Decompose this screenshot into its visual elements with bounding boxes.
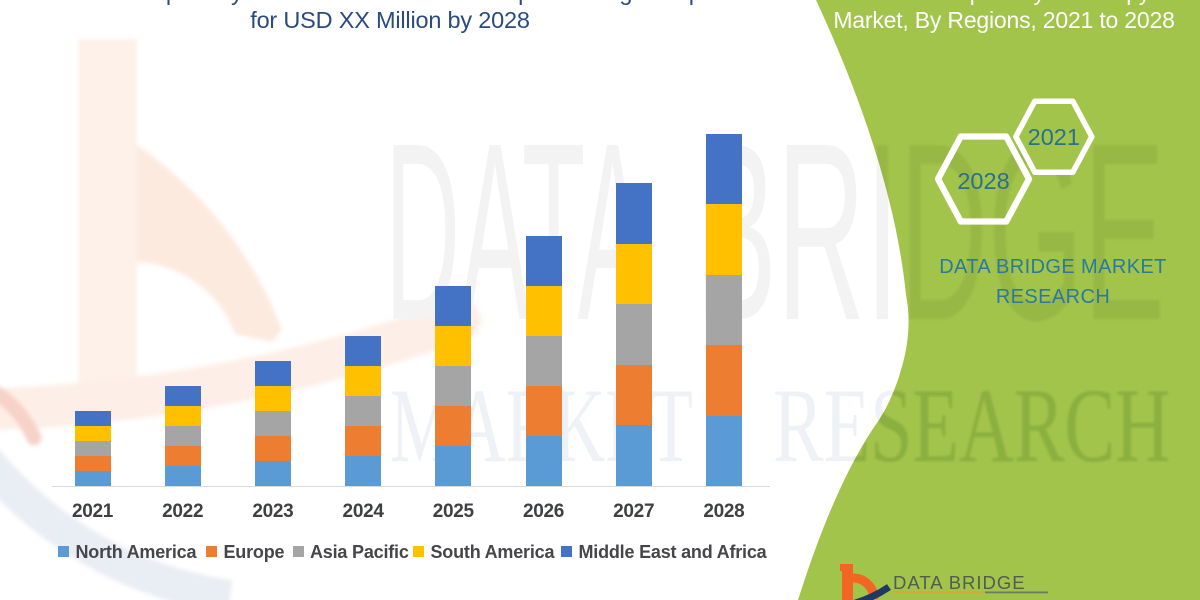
svg-text:DATA BRIDGE: DATA BRIDGE xyxy=(893,572,1026,593)
svg-text:DATA: DATA xyxy=(385,90,647,373)
